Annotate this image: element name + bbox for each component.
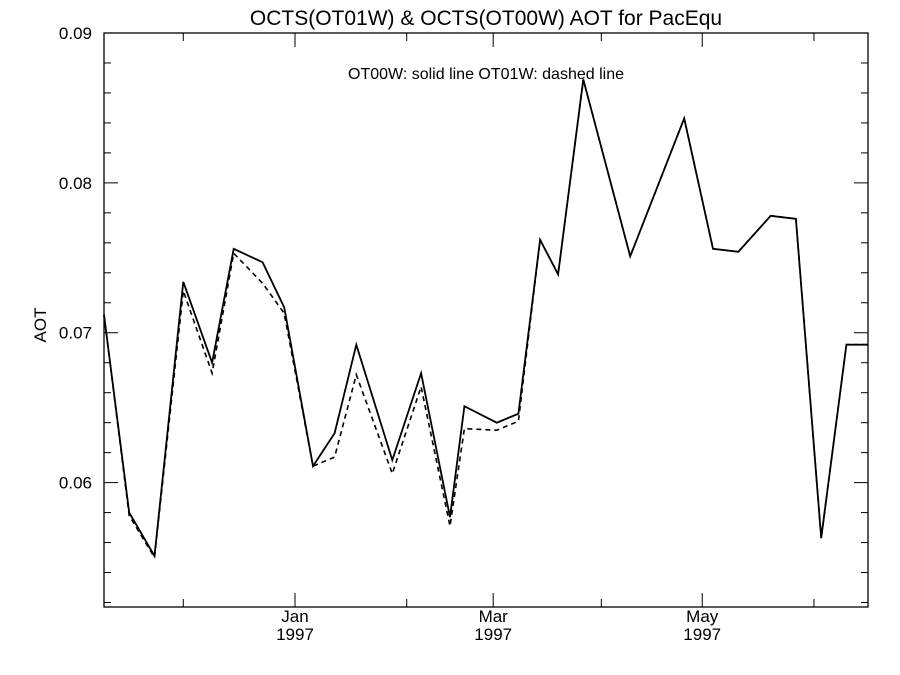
plot-frame [103, 32, 869, 608]
chart-title: OCTS(OT01W) & OCTS(OT00W) AOT for PacEqu [250, 7, 722, 30]
series-lines [103, 79, 868, 560]
x-tick-label-month: May [686, 607, 719, 626]
x-tick-label-year: 1997 [474, 625, 512, 644]
series-line-ot00w [103, 79, 868, 559]
y-tick-label: 0.06 [59, 474, 92, 493]
legend-annotation: OT00W: solid line OT01W: dashed line [348, 66, 624, 83]
x-tick-label-month: Mar [479, 607, 509, 626]
y-tick-label: 0.07 [59, 324, 92, 343]
y-tick-label: 0.08 [59, 174, 92, 193]
series-line-ot01w [103, 79, 868, 560]
y-axis-label: AOT [31, 308, 50, 343]
x-tick-label-year: 1997 [683, 625, 721, 644]
x-tick-label-month: Jan [281, 607, 308, 626]
y-tick-labels: 0.06 0.07 0.08 0.09 [59, 24, 92, 493]
y-tick-label: 0.09 [59, 24, 92, 43]
axis-ticks [103, 32, 868, 607]
x-tick-label-year: 1997 [276, 625, 314, 644]
